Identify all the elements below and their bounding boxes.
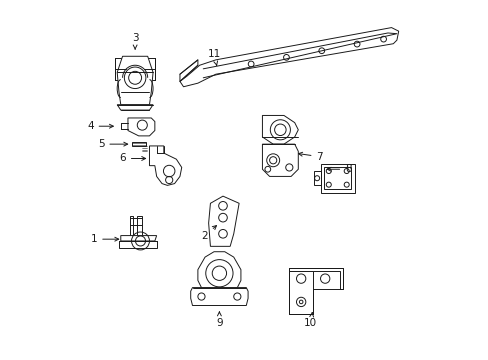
- Polygon shape: [117, 105, 153, 110]
- Polygon shape: [289, 271, 312, 315]
- Text: 1: 1: [90, 234, 119, 244]
- Polygon shape: [117, 56, 153, 105]
- Text: 6: 6: [119, 153, 145, 163]
- Text: 10: 10: [304, 312, 317, 328]
- Polygon shape: [262, 144, 298, 176]
- Text: 4: 4: [87, 121, 113, 131]
- Polygon shape: [180, 28, 398, 87]
- Polygon shape: [262, 116, 298, 144]
- Text: 7: 7: [298, 152, 323, 162]
- Polygon shape: [128, 118, 155, 136]
- Polygon shape: [119, 241, 156, 248]
- Polygon shape: [121, 235, 156, 241]
- Text: 11: 11: [207, 49, 220, 65]
- Text: 3: 3: [132, 33, 138, 49]
- Polygon shape: [180, 60, 198, 81]
- Polygon shape: [198, 252, 241, 288]
- Polygon shape: [208, 196, 239, 246]
- Polygon shape: [149, 146, 182, 185]
- Polygon shape: [320, 164, 354, 193]
- Text: 5: 5: [98, 139, 127, 149]
- Text: 8: 8: [326, 164, 351, 174]
- Polygon shape: [115, 58, 126, 80]
- Text: 2: 2: [202, 226, 216, 240]
- Text: 9: 9: [216, 312, 222, 328]
- Polygon shape: [144, 58, 155, 80]
- Polygon shape: [289, 268, 343, 289]
- Polygon shape: [190, 288, 247, 306]
